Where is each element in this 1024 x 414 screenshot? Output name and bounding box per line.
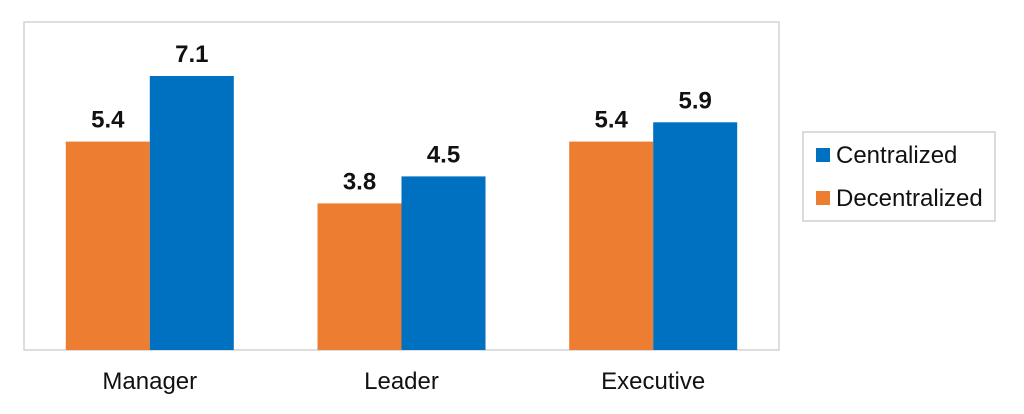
bars-layer (65, 76, 738, 350)
category-label-executive: Executive (601, 368, 705, 395)
value-labels-layer: 5.4 7.1 3.8 4.5 5.4 5.9 (91, 41, 712, 195)
data-label-manager-decentralized: 5.4 (91, 107, 125, 134)
data-label-leader-decentralized: 3.8 (343, 168, 376, 195)
data-label-leader-centralized: 4.5 (427, 141, 460, 168)
category-label-manager: Manager (102, 368, 197, 395)
legend-box (802, 131, 996, 222)
category-labels-layer: Manager Leader Executive (102, 368, 705, 395)
data-label-executive-centralized: 5.9 (679, 87, 712, 114)
bar-leader-centralized (401, 176, 486, 350)
bar-executive-centralized (653, 122, 738, 350)
category-label-leader: Leader (364, 368, 439, 395)
bar-executive-decentralized (569, 141, 654, 350)
legend-label-centralized: Centralized (836, 142, 957, 169)
bar-manager-decentralized (65, 141, 150, 350)
bar-leader-decentralized (317, 203, 402, 350)
legend: Centralized Decentralized (802, 131, 996, 222)
data-label-executive-decentralized: 5.4 (595, 107, 629, 134)
bar-manager-centralized (149, 76, 234, 350)
legend-swatch-centralized (816, 148, 830, 162)
data-label-manager-centralized: 7.1 (175, 41, 208, 68)
legend-label-decentralized: Decentralized (836, 185, 983, 212)
legend-swatch-decentralized (816, 191, 830, 205)
